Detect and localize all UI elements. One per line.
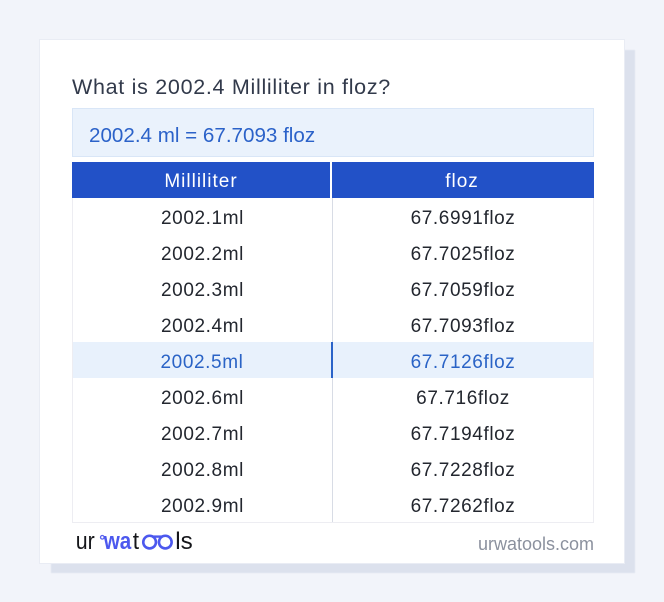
svg-text:t: t [133, 529, 139, 555]
svg-text:ls: ls [175, 529, 193, 555]
svg-text:ur: ur [77, 529, 95, 555]
svg-text:wa: wa [103, 529, 132, 555]
